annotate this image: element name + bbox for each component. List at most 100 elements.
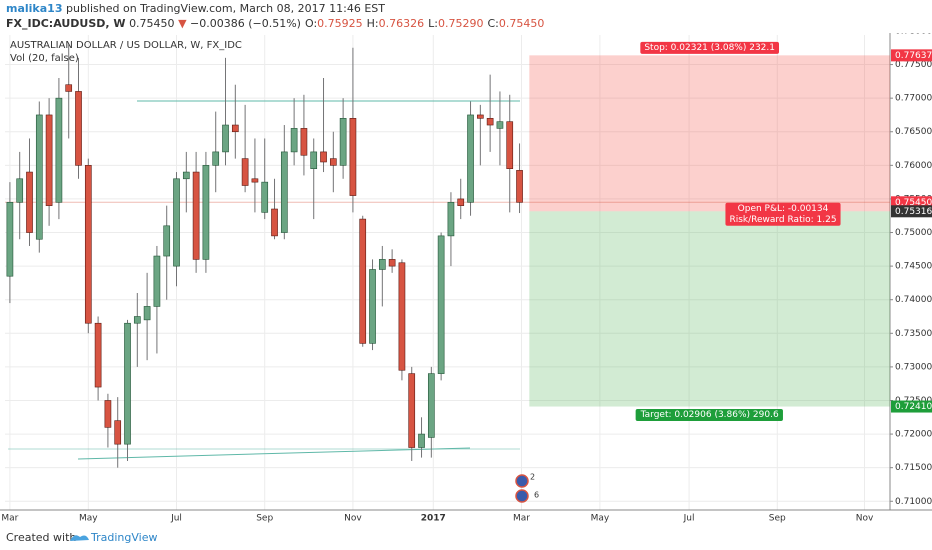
candle-body: [506, 121, 514, 169]
event-icon: [515, 474, 529, 488]
x-tick-label: Jul: [683, 514, 695, 524]
candle-body: [378, 259, 386, 270]
candle-body: [349, 118, 357, 196]
y-tick-label: 0.76500: [895, 127, 932, 137]
stop-zone: [529, 55, 890, 212]
entry-price-label-text: 0.75316: [895, 207, 932, 217]
ohlc-key: C:: [487, 17, 498, 30]
x-tick-label: May: [79, 514, 98, 524]
candle-body: [251, 178, 259, 183]
current-price-label: [891, 196, 932, 209]
candle-body: [212, 151, 220, 166]
symbol: FX_IDC:AUDUSD, W: [6, 17, 126, 30]
candle-body: [192, 171, 200, 260]
y-tick-label: 0.73000: [895, 362, 932, 372]
footer-bar: [0, 527, 932, 550]
price: 0.75450: [129, 17, 175, 30]
event-count: 6: [534, 491, 539, 500]
brand[interactable]: TradingView: [90, 531, 157, 544]
candle-body: [26, 171, 33, 233]
y-tick-label: 0.74000: [895, 295, 932, 305]
ohlc-key: H:: [367, 17, 379, 30]
candle-body: [447, 201, 455, 237]
target-price-label: [891, 400, 932, 413]
created-with: Created with: [6, 531, 76, 544]
y-tick-label: 0.75000: [895, 228, 932, 238]
candle-body: [271, 208, 278, 237]
stop-price-label-text: 0.77637: [895, 51, 932, 61]
candle-body: [418, 433, 425, 448]
pnl-label: [725, 202, 841, 226]
candle-body: [290, 128, 298, 153]
stop-label: [640, 41, 780, 54]
candle-body: [398, 262, 406, 371]
candle-body: [35, 114, 43, 240]
user[interactable]: malika13: [6, 2, 62, 15]
candle-body: [16, 178, 24, 203]
candle-body: [486, 118, 494, 126]
candle-body: [310, 151, 318, 169]
candle-body: [388, 259, 396, 267]
y-tick-label: 0.76000: [895, 161, 932, 171]
target-label-text: Target: 0.02906 (3.86%) 290.6: [640, 410, 779, 420]
x-tick-label: Jul: [170, 514, 182, 524]
x-tick-label: Sep: [256, 514, 273, 524]
candle-body: [241, 158, 249, 186]
plot-area: Mar May Jul Sep Nov 2017 Mar May Jul Sep Nov 0.7100…: [0, 0, 932, 524]
candle-body: [516, 170, 523, 203]
chart-subtitle: Vol (20, false): [10, 53, 79, 64]
event-icon: [515, 489, 529, 503]
y-tick-label: 0.73500: [895, 329, 932, 339]
candle-body: [6, 201, 14, 277]
ohlc-key: L:: [428, 17, 438, 30]
candle-body: [45, 114, 53, 206]
pnl-label-text: Open P&L: -0.00134: [738, 204, 829, 214]
candle-body: [94, 322, 102, 388]
candle-body: [143, 306, 151, 321]
current-price-label-text: 0.75450: [895, 198, 932, 208]
candle-body: [320, 151, 327, 163]
arrow: ▼: [178, 17, 187, 30]
candle-body: [300, 128, 308, 156]
candle-body: [114, 420, 122, 445]
candle-body: [369, 269, 376, 344]
x-tick-label: 2017: [421, 514, 446, 524]
candle-body: [476, 114, 484, 119]
target-label: [635, 409, 783, 422]
y-tick-label: 0.77500: [895, 60, 932, 70]
x-tick-label: Mar: [1, 514, 18, 524]
candle-body: [339, 118, 347, 166]
chart-title: AUSTRALIAN DOLLAR / US DOLLAR, W, FX_IDC: [10, 40, 242, 51]
candle-body: [231, 124, 239, 133]
target-zone: [529, 211, 890, 407]
candle-body: [124, 322, 131, 445]
candle-body: [153, 255, 161, 307]
x-tick-label: May: [591, 514, 610, 524]
ohlc-value: 0.76326: [379, 17, 425, 30]
ohlc-value: 0.75925: [317, 17, 363, 30]
candle-body: [182, 171, 190, 180]
symbol-line: FX_IDC:AUDUSD, W 0.75450 ▼ −0.00386 (−0.…: [6, 17, 544, 30]
candle-body: [173, 178, 180, 267]
x-tick-label: Mar: [513, 514, 530, 524]
ohlc-value: 0.75290: [438, 17, 484, 30]
candle-body: [261, 181, 269, 213]
candle-body: [133, 316, 141, 324]
ohlc: O:0.75925 H:0.76326 L:0.75290 C:0.75450: [305, 17, 544, 30]
y-tick-label: 0.71000: [895, 497, 932, 507]
candle-body: [457, 198, 465, 206]
change: −0.00386 (−0.51%): [190, 17, 301, 30]
candle-body: [65, 84, 73, 92]
candle-body: [222, 124, 229, 153]
publish-line: malika13 published on TradingView.com, M…: [6, 2, 385, 15]
candle-body: [163, 225, 171, 257]
event-count: 2: [530, 473, 535, 482]
x-tick-label: Sep: [769, 514, 786, 524]
support-line: [77, 447, 471, 460]
ohlc-value: 0.75450: [499, 17, 545, 30]
logo: [70, 535, 89, 541]
candle-body: [359, 218, 367, 344]
published: published on TradingView.com, March 08, …: [66, 2, 385, 15]
